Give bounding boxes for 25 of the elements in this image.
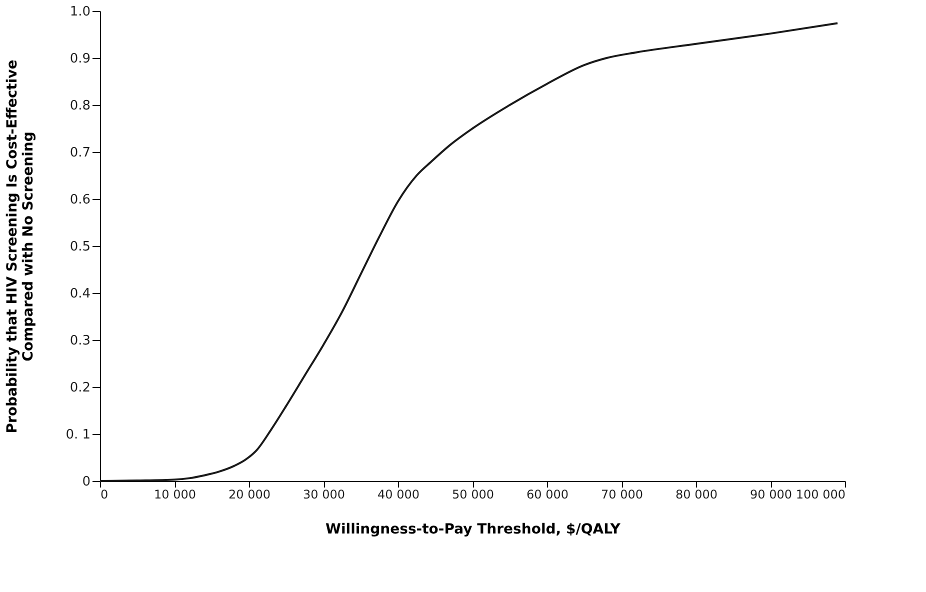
y-tick-label: 0.3 (70, 334, 90, 348)
x-tick-label: 70 000 (601, 488, 643, 502)
x-tick-label: 90 000 (750, 488, 792, 502)
x-axis-title: Willingness-to-Pay Threshold, $/QALY (326, 522, 622, 538)
x-tick-label: 60 000 (526, 488, 568, 502)
y-tick-label: 0.9 (70, 52, 90, 66)
y-tick-label: 0.2 (70, 380, 90, 396)
x-tick-label: 20 000 (228, 488, 270, 502)
x-tick-label: 40 000 (378, 488, 420, 502)
y-tick-label: 0.7 (70, 146, 90, 160)
x-tick-label: 0 (100, 488, 108, 502)
x-tick-label: 30 000 (303, 488, 345, 502)
y-tick-label: 0.4 (70, 286, 90, 302)
y-tick-label: 1.0 (70, 4, 90, 20)
y-axis-title: Probability that HIV Screening Is Cost-Effective Compared with No Screening (4, 60, 37, 434)
y-tick-label: 0.6 (70, 192, 90, 208)
x-tick-label: 50 000 (452, 488, 494, 502)
y-tick-label: 0. 1 (66, 428, 90, 442)
x-tick-label: 100 000 (796, 488, 846, 502)
y-tick-label: 0.8 (70, 98, 90, 114)
y-tick-label: 0 (82, 474, 90, 490)
line-series (99, 22, 839, 482)
x-tick-label: 10 000 (154, 488, 196, 502)
x-tick-label: 80 000 (676, 488, 718, 502)
y-tick-label: 0.5 (70, 240, 90, 254)
